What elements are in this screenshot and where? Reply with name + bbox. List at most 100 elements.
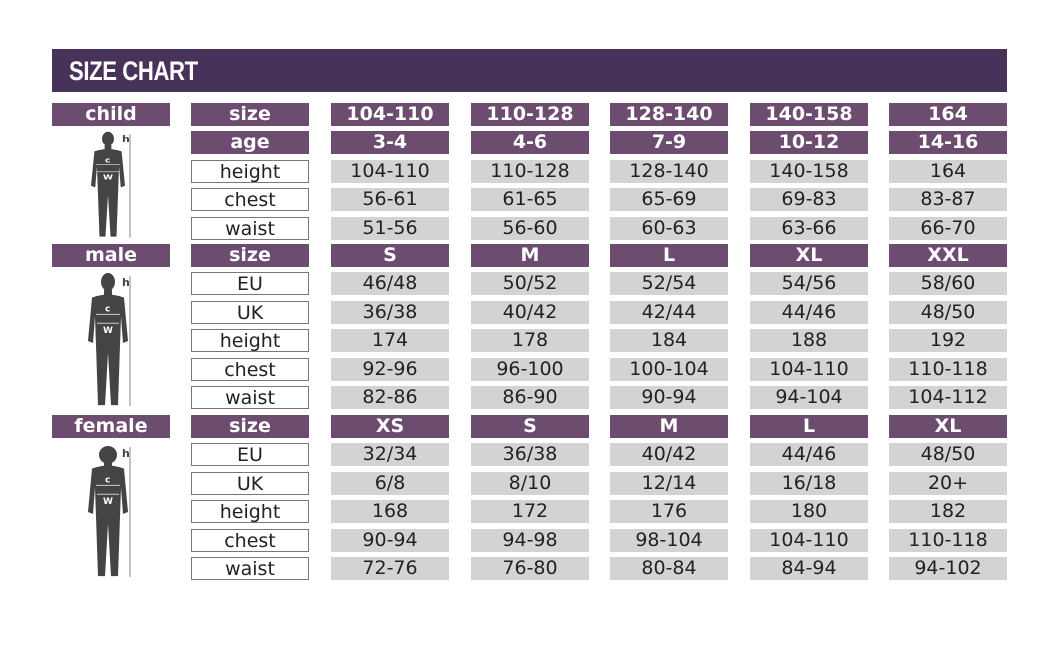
table-cell: 90-94 [331, 529, 449, 552]
table-cell: 48/50 [889, 301, 1007, 324]
table-cell: 60-63 [610, 217, 728, 240]
column-header-cell: 140-158 [750, 103, 868, 126]
column-header-cell: L [610, 244, 728, 267]
table-cell: 6/8 [331, 472, 449, 495]
table-cell: 192 [889, 329, 1007, 352]
table-cell: 168 [331, 500, 449, 523]
table-cell: 50/52 [471, 272, 589, 295]
table-cell: 104-112 [889, 386, 1007, 409]
column-header-cell: S [331, 244, 449, 267]
table-cell: 52/54 [610, 272, 728, 295]
table-cell: 128-140 [610, 160, 728, 183]
row-label-chest: chest [191, 188, 309, 211]
table-cell: 164 [889, 160, 1007, 183]
table-cell: 188 [750, 329, 868, 352]
table-cell: 180 [750, 500, 868, 523]
section-label-female: female [52, 415, 170, 438]
table-cell: 176 [610, 500, 728, 523]
table-cell: 178 [471, 329, 589, 352]
table-cell: 172 [471, 500, 589, 523]
svg-text:W: W [103, 173, 113, 182]
row-label-waist: waist [191, 386, 309, 409]
table-cell: 40/42 [610, 443, 728, 466]
table-cell: 66-70 [889, 217, 1007, 240]
column-header-cell: XXL [889, 244, 1007, 267]
table-cell: 104-110 [331, 160, 449, 183]
male-silhouette-icon: h c W [88, 273, 131, 407]
column-header-cell: XL [750, 244, 868, 267]
table-cell: 16/18 [750, 472, 868, 495]
table-cell: 72-76 [331, 557, 449, 580]
svg-text:h: h [122, 447, 130, 460]
table-cell: 100-104 [610, 358, 728, 381]
female-silhouette-icon: h c W [88, 446, 131, 578]
table-cell: 94-102 [889, 557, 1007, 580]
column-header-cell: 7-9 [610, 131, 728, 154]
size-chart-header: SIZE CHART [52, 49, 1007, 92]
table-cell: 42/44 [610, 301, 728, 324]
child-silhouette-icon: h c W [91, 132, 131, 238]
row-label-eu: EU [191, 443, 309, 466]
table-cell: 32/34 [331, 443, 449, 466]
table-cell: 184 [610, 329, 728, 352]
column-header-cell: L [750, 415, 868, 438]
table-cell: 20+ [889, 472, 1007, 495]
row-label-eu: EU [191, 272, 309, 295]
table-cell: 94-104 [750, 386, 868, 409]
table-cell: 174 [331, 329, 449, 352]
table-cell: 76-80 [471, 557, 589, 580]
column-header-cell: M [610, 415, 728, 438]
svg-text:W: W [103, 327, 113, 337]
table-cell: 104-110 [750, 358, 868, 381]
row-label-waist: waist [191, 557, 309, 580]
svg-text:h: h [122, 276, 130, 289]
table-cell: 140-158 [750, 160, 868, 183]
table-cell: 69-83 [750, 188, 868, 211]
column-header-cell: 104-110 [331, 103, 449, 126]
row-label-height: height [191, 160, 309, 183]
table-cell: 182 [889, 500, 1007, 523]
section-label-male: male [52, 244, 170, 267]
column-header-cell: S [471, 415, 589, 438]
row-label-chest: chest [191, 529, 309, 552]
column-header-cell: 10-12 [750, 131, 868, 154]
table-cell: 36/38 [331, 301, 449, 324]
column-header-cell: 3-4 [331, 131, 449, 154]
table-cell: 86-90 [471, 386, 589, 409]
column-header-cell: 14-16 [889, 131, 1007, 154]
page-title: SIZE CHART [69, 56, 198, 86]
column-header-cell: XL [889, 415, 1007, 438]
svg-text:W: W [103, 498, 113, 508]
table-cell: 56-60 [471, 217, 589, 240]
column-header-cell: 164 [889, 103, 1007, 126]
table-cell: 82-86 [331, 386, 449, 409]
row-label-size: size [191, 103, 309, 126]
table-cell: 98-104 [610, 529, 728, 552]
table-cell: 92-96 [331, 358, 449, 381]
row-label-age: age [191, 131, 309, 154]
svg-text:h: h [122, 135, 130, 145]
table-cell: 90-94 [610, 386, 728, 409]
row-label-uk: UK [191, 472, 309, 495]
table-cell: 54/56 [750, 272, 868, 295]
table-cell: 94-98 [471, 529, 589, 552]
svg-text:c: c [105, 476, 110, 486]
table-cell: 36/38 [471, 443, 589, 466]
table-cell: 44/46 [750, 443, 868, 466]
table-cell: 80-84 [610, 557, 728, 580]
table-cell: 96-100 [471, 358, 589, 381]
column-header-cell: XS [331, 415, 449, 438]
table-cell: 40/42 [471, 301, 589, 324]
table-cell: 110-128 [471, 160, 589, 183]
table-cell: 48/50 [889, 443, 1007, 466]
section-label-child: child [52, 103, 170, 126]
row-label-height: height [191, 500, 309, 523]
row-label-size: size [191, 415, 309, 438]
table-cell: 51-56 [331, 217, 449, 240]
table-cell: 83-87 [889, 188, 1007, 211]
column-header-cell: M [471, 244, 589, 267]
table-cell: 12/14 [610, 472, 728, 495]
svg-text:c: c [105, 305, 110, 315]
table-cell: 110-118 [889, 358, 1007, 381]
column-header-cell: 4-6 [471, 131, 589, 154]
